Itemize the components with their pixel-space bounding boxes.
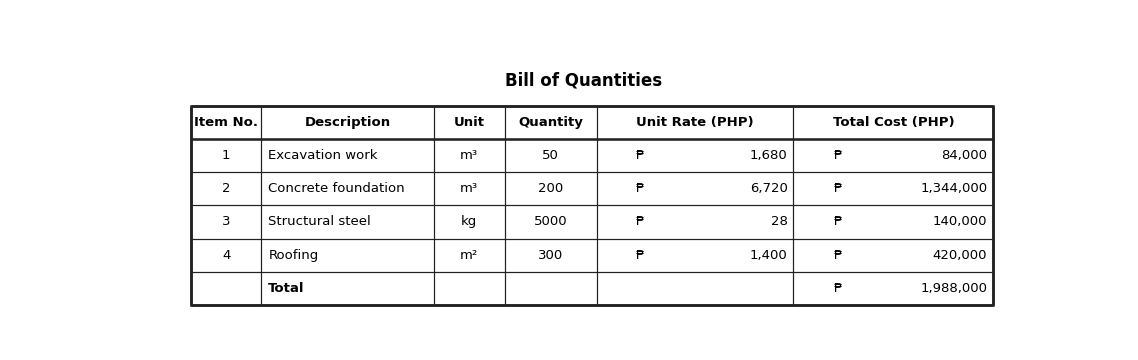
Text: ₱: ₱	[636, 216, 644, 229]
Bar	[191, 239, 262, 272]
Text: ₱: ₱	[833, 282, 842, 295]
Bar	[191, 105, 262, 139]
Text: 84,000: 84,000	[941, 149, 988, 162]
Text: m³: m³	[460, 149, 478, 162]
Text: Quantity: Quantity	[518, 116, 583, 129]
Text: 1: 1	[222, 149, 230, 162]
Bar	[504, 172, 596, 205]
Bar	[191, 272, 262, 305]
Bar	[434, 172, 504, 205]
Text: 6,720: 6,720	[750, 182, 787, 195]
Bar	[434, 105, 504, 139]
Bar	[262, 205, 434, 239]
Text: 4: 4	[222, 249, 230, 262]
Text: ₱: ₱	[833, 182, 842, 195]
Bar	[191, 105, 993, 305]
Bar	[262, 272, 434, 305]
Bar	[793, 139, 993, 172]
Text: Unit Rate (PHP): Unit Rate (PHP)	[636, 116, 754, 129]
Text: 3: 3	[222, 216, 230, 229]
Bar	[191, 139, 262, 172]
Bar	[262, 105, 434, 139]
Bar	[504, 205, 596, 239]
Bar	[596, 205, 793, 239]
Bar	[596, 172, 793, 205]
Text: 28: 28	[770, 216, 787, 229]
Text: Item No.: Item No.	[195, 116, 258, 129]
Text: 420,000: 420,000	[933, 249, 988, 262]
Bar	[434, 205, 504, 239]
Text: ₱: ₱	[833, 249, 842, 262]
Text: Bill of Quantities: Bill of Quantities	[504, 72, 662, 90]
Text: 140,000: 140,000	[933, 216, 988, 229]
Text: 50: 50	[543, 149, 559, 162]
Text: m²: m²	[460, 249, 478, 262]
Bar	[434, 272, 504, 305]
Text: 300: 300	[538, 249, 563, 262]
Text: 1,344,000: 1,344,000	[921, 182, 988, 195]
Bar	[262, 239, 434, 272]
Bar	[596, 239, 793, 272]
Bar	[262, 172, 434, 205]
Bar	[596, 139, 793, 172]
Text: 1,988,000: 1,988,000	[921, 282, 988, 295]
Text: ₱: ₱	[833, 216, 842, 229]
Bar	[434, 139, 504, 172]
Text: 1,400: 1,400	[750, 249, 787, 262]
Text: Concrete foundation: Concrete foundation	[269, 182, 405, 195]
Bar	[191, 205, 262, 239]
Bar	[596, 272, 793, 305]
Bar	[793, 205, 993, 239]
Bar	[596, 105, 793, 139]
Text: Unit: Unit	[454, 116, 485, 129]
Text: 200: 200	[538, 182, 563, 195]
Text: Total Cost (PHP): Total Cost (PHP)	[833, 116, 955, 129]
Text: Structural steel: Structural steel	[269, 216, 371, 229]
Bar	[793, 239, 993, 272]
Text: ₱: ₱	[636, 182, 644, 195]
Text: Excavation work: Excavation work	[269, 149, 378, 162]
Bar	[793, 272, 993, 305]
Bar	[434, 239, 504, 272]
Bar	[262, 139, 434, 172]
Text: kg: kg	[461, 216, 477, 229]
Text: ₱: ₱	[636, 249, 644, 262]
Text: ₱: ₱	[636, 149, 644, 162]
Text: ₱: ₱	[833, 149, 842, 162]
Bar	[504, 239, 596, 272]
Bar	[793, 105, 993, 139]
Bar	[504, 272, 596, 305]
Text: Total: Total	[269, 282, 305, 295]
Text: Roofing: Roofing	[269, 249, 319, 262]
Text: 1,680: 1,680	[750, 149, 787, 162]
Text: m³: m³	[460, 182, 478, 195]
Text: 2: 2	[222, 182, 230, 195]
Bar	[504, 139, 596, 172]
Text: Description: Description	[305, 116, 390, 129]
Bar	[793, 172, 993, 205]
Text: 5000: 5000	[534, 216, 568, 229]
Bar	[191, 172, 262, 205]
Bar	[504, 105, 596, 139]
